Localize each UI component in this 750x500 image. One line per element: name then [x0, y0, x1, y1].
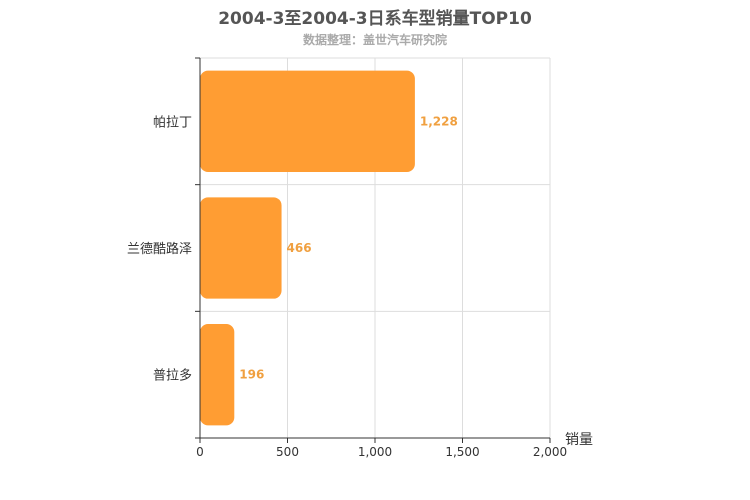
- x-tick-label: 1,000: [358, 445, 392, 459]
- bars-group: 1,228 466 196: [200, 70, 458, 426]
- bar: [200, 324, 235, 426]
- y-tick-label: 兰德酷路泽: [127, 241, 192, 257]
- bar-value-label: 1,228: [420, 114, 458, 128]
- x-tick-label: 0: [196, 445, 204, 459]
- chart-title: 2004-3至2004-3日系车型销量TOP10: [218, 9, 532, 29]
- x-axis-label: 销量: [565, 432, 593, 448]
- y-tick-label: 普拉多: [153, 368, 192, 384]
- x-tick-label: 1,500: [445, 445, 479, 459]
- x-tick-label: 2,000: [533, 445, 567, 459]
- bar-value-label: 196: [239, 368, 264, 382]
- chart-subtitle: 数据整理：盖世汽车研究院: [302, 33, 447, 47]
- bar: [200, 197, 282, 299]
- x-tick-label: 500: [276, 445, 299, 459]
- y-tick-label: 帕拉丁: [153, 115, 192, 130]
- bar: [200, 70, 415, 172]
- bar-value-label: 466: [287, 241, 312, 255]
